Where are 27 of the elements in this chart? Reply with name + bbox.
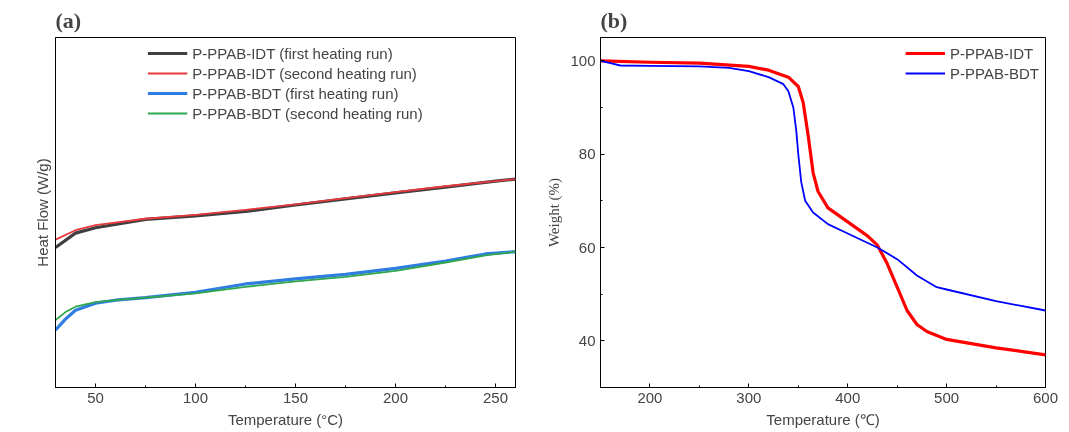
x-axis-title: Temperature (°C) bbox=[227, 410, 344, 428]
legend-label: P-PPAB-IDT (first heating run) bbox=[192, 44, 393, 62]
x-tick-label: 150 bbox=[282, 388, 309, 406]
legend-label: P-PPAB-BDT (second heating run) bbox=[192, 104, 423, 122]
chart-title: (a) bbox=[55, 7, 82, 33]
x-tick-label: 50 bbox=[87, 388, 104, 406]
line-series bbox=[600, 59, 1046, 312]
x-axis-title: Temperature (℃) bbox=[766, 410, 880, 428]
y-tick-label: 80 bbox=[578, 145, 596, 163]
x-tick-label: 200 bbox=[637, 388, 663, 406]
legend-label: P-PPAB-IDT (second heating run) bbox=[192, 64, 417, 82]
y-axis-title: Heat Flow (W/g) bbox=[33, 158, 51, 267]
y-tick-label: 100 bbox=[570, 51, 596, 69]
legend-label: P-PPAB-BDT bbox=[950, 64, 1039, 82]
legend-label: P-PPAB-IDT bbox=[950, 44, 1034, 62]
chart-title: (b) bbox=[600, 7, 628, 33]
x-tick-label: 400 bbox=[835, 388, 861, 406]
x-tick-label: 100 bbox=[182, 388, 209, 406]
x-tick-label: 200 bbox=[382, 388, 409, 406]
x-tick-label: 250 bbox=[482, 388, 509, 406]
y-tick-label: 60 bbox=[578, 238, 596, 256]
x-tick-label: 600 bbox=[1032, 388, 1059, 406]
y-axis-title: Weight (%) bbox=[546, 177, 564, 248]
legend-label: P-PPAB-BDT (first heating run) bbox=[192, 84, 399, 102]
y-tick-label: 40 bbox=[578, 331, 596, 349]
x-tick-label: 300 bbox=[736, 388, 762, 406]
x-tick-label: 500 bbox=[934, 388, 960, 406]
